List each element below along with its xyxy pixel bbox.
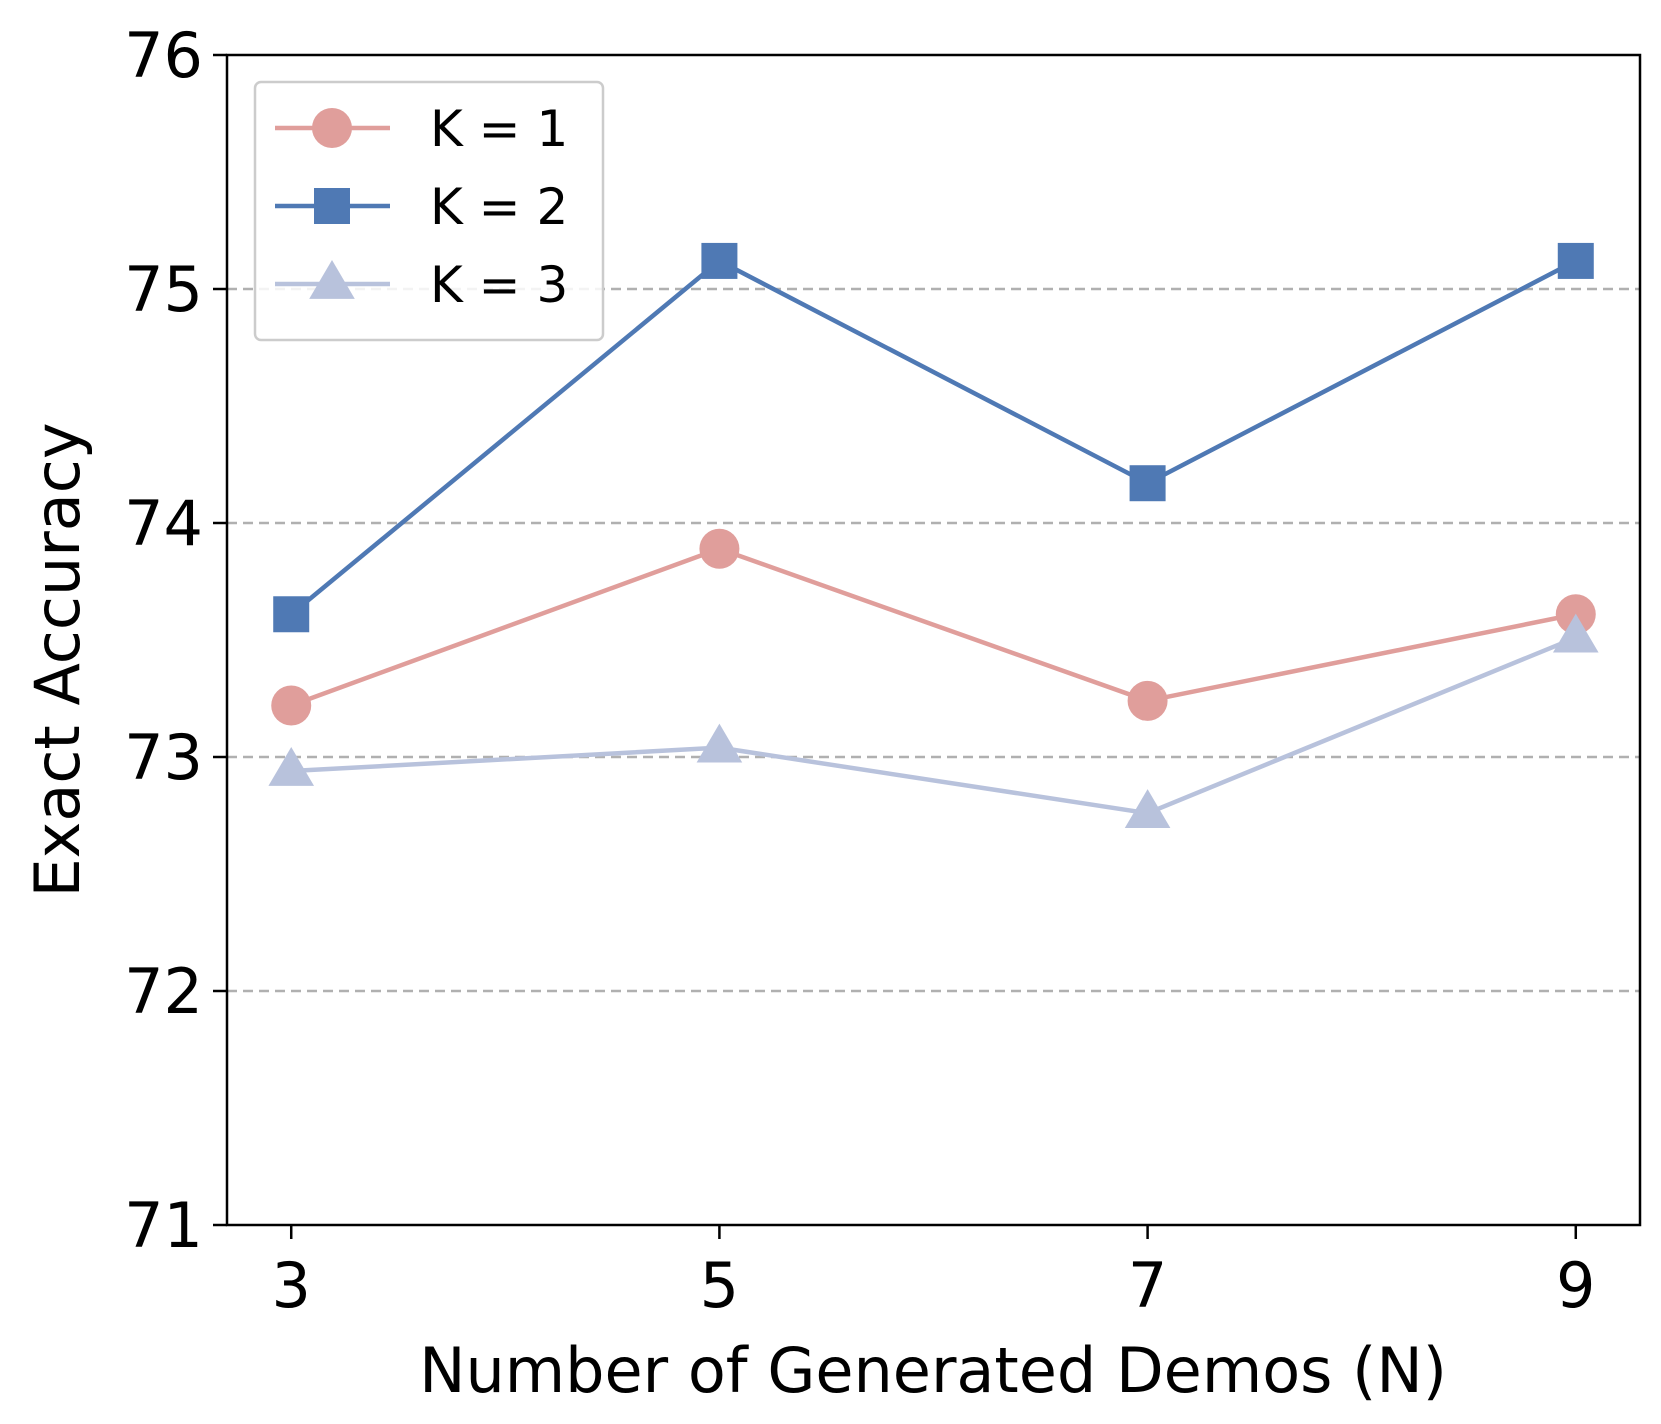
x-tick-label: 3	[272, 1249, 311, 1322]
data-point	[701, 242, 738, 279]
x-tick-label: 5	[700, 1249, 739, 1322]
legend-label: K = 3	[430, 256, 568, 314]
legend-item: K = 3	[275, 256, 568, 314]
data-point	[1557, 242, 1594, 279]
y-tick-label: 72	[124, 955, 203, 1028]
legend-label: K = 2	[430, 178, 568, 236]
series-line	[290, 546, 1577, 708]
data-point	[1124, 789, 1171, 829]
series-line	[289, 258, 1577, 616]
legend-marker	[309, 260, 355, 299]
legend-label: K = 1	[430, 100, 568, 158]
x-tick-label: 7	[1128, 1249, 1167, 1322]
legend-marker	[312, 108, 352, 148]
data-point	[1129, 465, 1166, 502]
data-point	[699, 528, 740, 569]
y-tick-label: 74	[124, 487, 203, 560]
x-axis-title: Number of Generated Demos (N)	[419, 1334, 1447, 1407]
series-3	[268, 613, 1599, 829]
series-lines	[268, 242, 1599, 829]
legend-marker	[314, 188, 350, 224]
axes	[213, 53, 1642, 1239]
series-2	[273, 242, 1594, 633]
y-tick-label: 71	[124, 1189, 203, 1262]
data-point	[268, 747, 315, 786]
legend: K = 1 K = 2 K = 3	[253, 80, 605, 342]
series-1	[271, 528, 1596, 726]
gridlines	[227, 287, 1640, 993]
legend-item: K = 2	[275, 178, 568, 236]
tick-labels: 71 72 73 74 75 76 3 5 7 9	[124, 19, 1595, 1322]
y-axis-title: Exact Accuracy	[21, 422, 94, 897]
data-point	[696, 723, 743, 763]
series-line	[291, 635, 1577, 816]
data-point	[271, 685, 312, 726]
legend-box	[253, 80, 605, 342]
y-tick-label: 76	[124, 19, 203, 92]
x-tick-label: 9	[1556, 1249, 1595, 1322]
plot-frame	[225, 53, 1642, 1227]
y-tick-label: 75	[124, 253, 203, 326]
legend-item: K = 1	[275, 100, 568, 158]
data-point	[1552, 613, 1599, 653]
data-point	[1127, 680, 1168, 721]
data-point	[273, 596, 310, 633]
y-tick-label: 73	[124, 721, 203, 794]
